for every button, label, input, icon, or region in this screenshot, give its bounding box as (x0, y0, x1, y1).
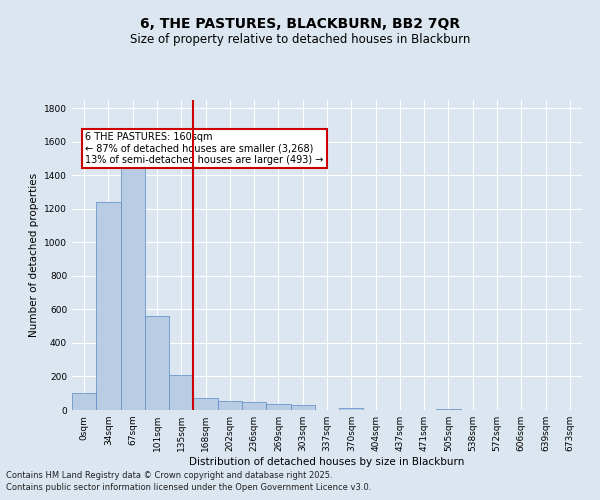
Bar (266, 404, 290, 410)
Text: Contains HM Land Registry data © Crown copyright and database right 2025.: Contains HM Land Registry data © Crown c… (6, 470, 332, 480)
Bar (218, 401, 242, 410)
Bar (436, 408, 461, 410)
Bar (193, 398, 218, 410)
Bar (145, 316, 169, 410)
Bar (339, 408, 364, 410)
Bar (242, 402, 266, 410)
Bar (121, 157, 145, 410)
Text: Contains public sector information licensed under the Open Government Licence v3: Contains public sector information licen… (6, 483, 371, 492)
Bar (290, 406, 315, 410)
Y-axis label: Number of detached properties: Number of detached properties (29, 173, 38, 337)
Text: 6 THE PASTURES: 160sqm
← 87% of detached houses are smaller (3,268)
13% of semi-: 6 THE PASTURES: 160sqm ← 87% of detached… (85, 132, 324, 165)
Bar (96, 202, 121, 410)
Bar (169, 375, 193, 410)
Bar (72, 393, 96, 410)
Text: Size of property relative to detached houses in Blackburn: Size of property relative to detached ho… (130, 32, 470, 46)
Text: 6, THE PASTURES, BLACKBURN, BB2 7QR: 6, THE PASTURES, BLACKBURN, BB2 7QR (140, 18, 460, 32)
X-axis label: Distribution of detached houses by size in Blackburn: Distribution of detached houses by size … (190, 457, 464, 467)
